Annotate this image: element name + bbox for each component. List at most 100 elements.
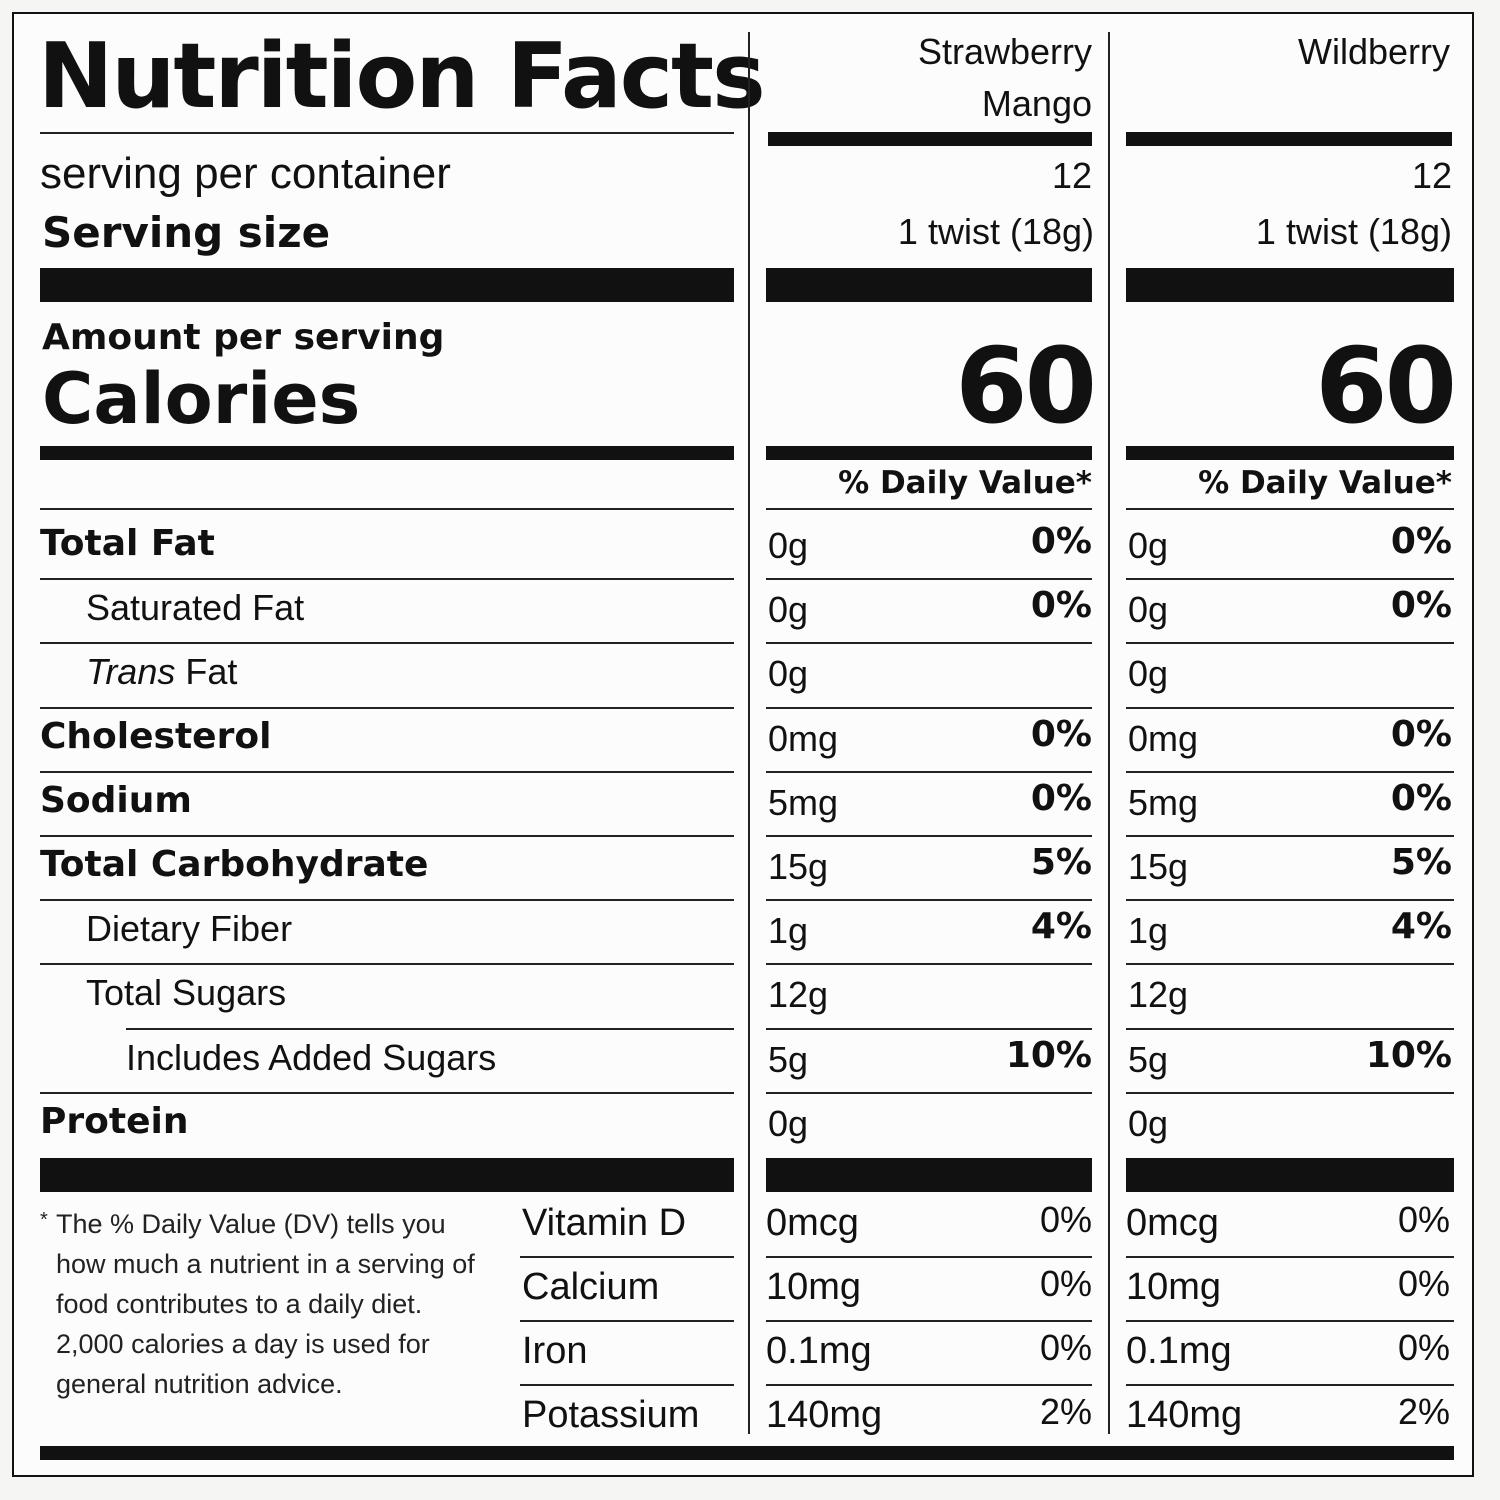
- nutrient-amount-0-0: 0g: [768, 525, 809, 566]
- thick-bar-vitamins-0: [766, 1158, 1092, 1192]
- nutrient-divider-5-1: [1126, 899, 1454, 902]
- nutrient-amount-1-0: 0g: [768, 589, 809, 631]
- nutrient-dv-6-0: 4%: [1030, 906, 1092, 948]
- vitamin-name-3: Potassium: [522, 1394, 700, 1436]
- nutrient-amount-9-1: 0g: [1128, 1102, 1169, 1144]
- vitamin-divider-2-0: [520, 1384, 734, 1386]
- nutrient-amount-8-1: 5g: [1128, 1038, 1169, 1080]
- vitamin-dv-3-0: 2%: [1039, 1391, 1092, 1432]
- nutrient-divider-7-0: [766, 1027, 1092, 1030]
- vitamin-name-1: Calcium: [522, 1266, 660, 1308]
- nutrient-name-5: Total Carbohydrate: [40, 844, 429, 885]
- dv-divider-1: [1126, 508, 1454, 510]
- dv-header-1: % Daily Value*: [1198, 465, 1452, 501]
- nutrient-amount-5-0: 15g: [768, 846, 829, 887]
- nutrient-divider-1-1: [1126, 642, 1454, 645]
- column-divider-1: [748, 32, 750, 1434]
- nutrient-name-2: Trans Fat: [86, 654, 237, 690]
- nutrient-divider-6-0: [766, 963, 1092, 966]
- dv-header-0: % Daily Value*: [838, 465, 1092, 501]
- nutrient-divider-0-0: [766, 578, 1092, 581]
- vitamin-dv-0-0: 0%: [1039, 1199, 1092, 1240]
- nutrient-dv-5-0: 5%: [1030, 842, 1092, 883]
- nutrient-dv-0-0: 0%: [1030, 521, 1092, 562]
- nutrient-name-6: Dietary Fiber: [86, 908, 293, 950]
- nutrient-dv-5-1: 5%: [1390, 842, 1452, 883]
- vitamin-divider-0-0: [520, 1256, 734, 1258]
- calories-value-1: 60: [1315, 325, 1457, 447]
- thick-bar-vitamins-1: [1126, 1158, 1454, 1192]
- nutrient-divider-7-1: [1126, 1027, 1454, 1030]
- nutrient-divider-7: [126, 1027, 734, 1030]
- vitamin-dv-0-1: 0%: [1397, 1199, 1450, 1240]
- nutrient-amount-2-1: 0g: [1128, 653, 1169, 695]
- nutrient-dv-1-1: 0%: [1390, 585, 1452, 627]
- nutrient-divider-0-1: [1126, 578, 1454, 581]
- nutrient-amount-5-1: 15g: [1128, 846, 1189, 887]
- nutrient-amount-8-0: 5g: [768, 1038, 809, 1080]
- nutrient-name-0: Total Fat: [40, 523, 215, 564]
- nutrient-dv-8-1: 10%: [1365, 1034, 1452, 1076]
- nutrient-divider-4-0: [766, 835, 1092, 837]
- nutrient-name-4: Sodium: [40, 779, 192, 821]
- serving-size-value-1: 1 twist (18g): [1255, 211, 1452, 252]
- nutrient-amount-7-1: 12g: [1128, 974, 1189, 1016]
- vitamin-divider-1-2: [1126, 1320, 1454, 1322]
- dv-divider-0: [766, 508, 1092, 510]
- vitamin-amount-1-0: 10mg: [766, 1266, 862, 1308]
- vitamin-divider-1-0: [520, 1320, 734, 1322]
- nutrient-divider-3-0: [766, 770, 1092, 773]
- nutrient-amount-4-0: 5mg: [768, 781, 839, 823]
- vitamin-amount-2-1: 0.1mg: [1126, 1330, 1232, 1372]
- nutrient-divider-8: [40, 1091, 734, 1094]
- vitamin-amount-3-0: 140mg: [766, 1394, 883, 1436]
- nutrient-name-7: Total Sugars: [86, 972, 287, 1014]
- amount-per-serving-label: Amount per serving: [42, 317, 445, 358]
- calories-bar-0: [766, 446, 1092, 460]
- calories-bar: [40, 446, 734, 460]
- vitamin-dv-2-1: 0%: [1397, 1327, 1450, 1368]
- nutrient-name-9: Protein: [40, 1100, 189, 1142]
- footnote-text: The % Daily Value (DV) tells you how muc…: [56, 1209, 475, 1399]
- nutrient-divider-2-1: [1126, 706, 1454, 709]
- serving-size-value-0: 1 twist (18g): [897, 211, 1094, 252]
- nutrient-dv-4-0: 0%: [1030, 777, 1092, 819]
- dv-divider: [40, 508, 734, 510]
- nutrient-name-8: Includes Added Sugars: [126, 1036, 497, 1078]
- vitamin-amount-1-1: 10mg: [1126, 1266, 1222, 1308]
- thick-bar-vitamins: [40, 1158, 734, 1192]
- vitamin-amount-0-1: 0mcg: [1126, 1202, 1219, 1244]
- nutrient-divider-5: [40, 899, 734, 902]
- product-header-bar-0: [768, 132, 1092, 146]
- nutrient-dv-3-0: 0%: [1030, 713, 1092, 755]
- vitamin-divider-2-2: [1126, 1384, 1454, 1386]
- nutrient-amount-3-0: 0mg: [768, 717, 839, 759]
- vitamin-divider-0-1: [766, 1256, 1092, 1258]
- nutrient-name-rest-2: Fat: [175, 651, 238, 693]
- nutrient-name-1: Saturated Fat: [86, 587, 305, 629]
- serving-size-label: Serving size: [42, 208, 331, 257]
- nutrient-divider-2-0: [766, 706, 1092, 709]
- servings-value-0: 12: [1051, 155, 1092, 196]
- label-title: Nutrition Facts: [38, 24, 766, 129]
- nutrient-dv-1-0: 0%: [1030, 585, 1092, 627]
- nutrient-amount-2-0: 0g: [768, 653, 809, 695]
- nutrient-amount-7-0: 12g: [768, 974, 829, 1016]
- nutrient-divider-1-0: [766, 642, 1092, 645]
- column-divider-2: [1108, 32, 1110, 1434]
- nutrient-dv-8-0: 10%: [1005, 1034, 1092, 1076]
- bottom-bar: [40, 1446, 1454, 1460]
- nutrient-dv-0-1: 0%: [1390, 521, 1452, 562]
- nutrient-divider-6: [40, 963, 734, 966]
- vitamin-name-2: Iron: [522, 1330, 588, 1372]
- vitamin-divider-2-1: [766, 1384, 1092, 1386]
- calories-value-0: 60: [955, 325, 1097, 447]
- nutrient-divider-0: [40, 578, 734, 581]
- nutrient-dv-3-1: 0%: [1390, 713, 1452, 755]
- thick-bar-serving-0: [766, 268, 1092, 302]
- servings-per-container-label: serving per container: [40, 149, 451, 198]
- nutrient-divider-1: [40, 642, 734, 645]
- vitamin-dv-3-1: 2%: [1397, 1391, 1450, 1432]
- nutrient-amount-6-0: 1g: [768, 910, 809, 952]
- product-name-0-line1: Strawberry: [917, 31, 1092, 72]
